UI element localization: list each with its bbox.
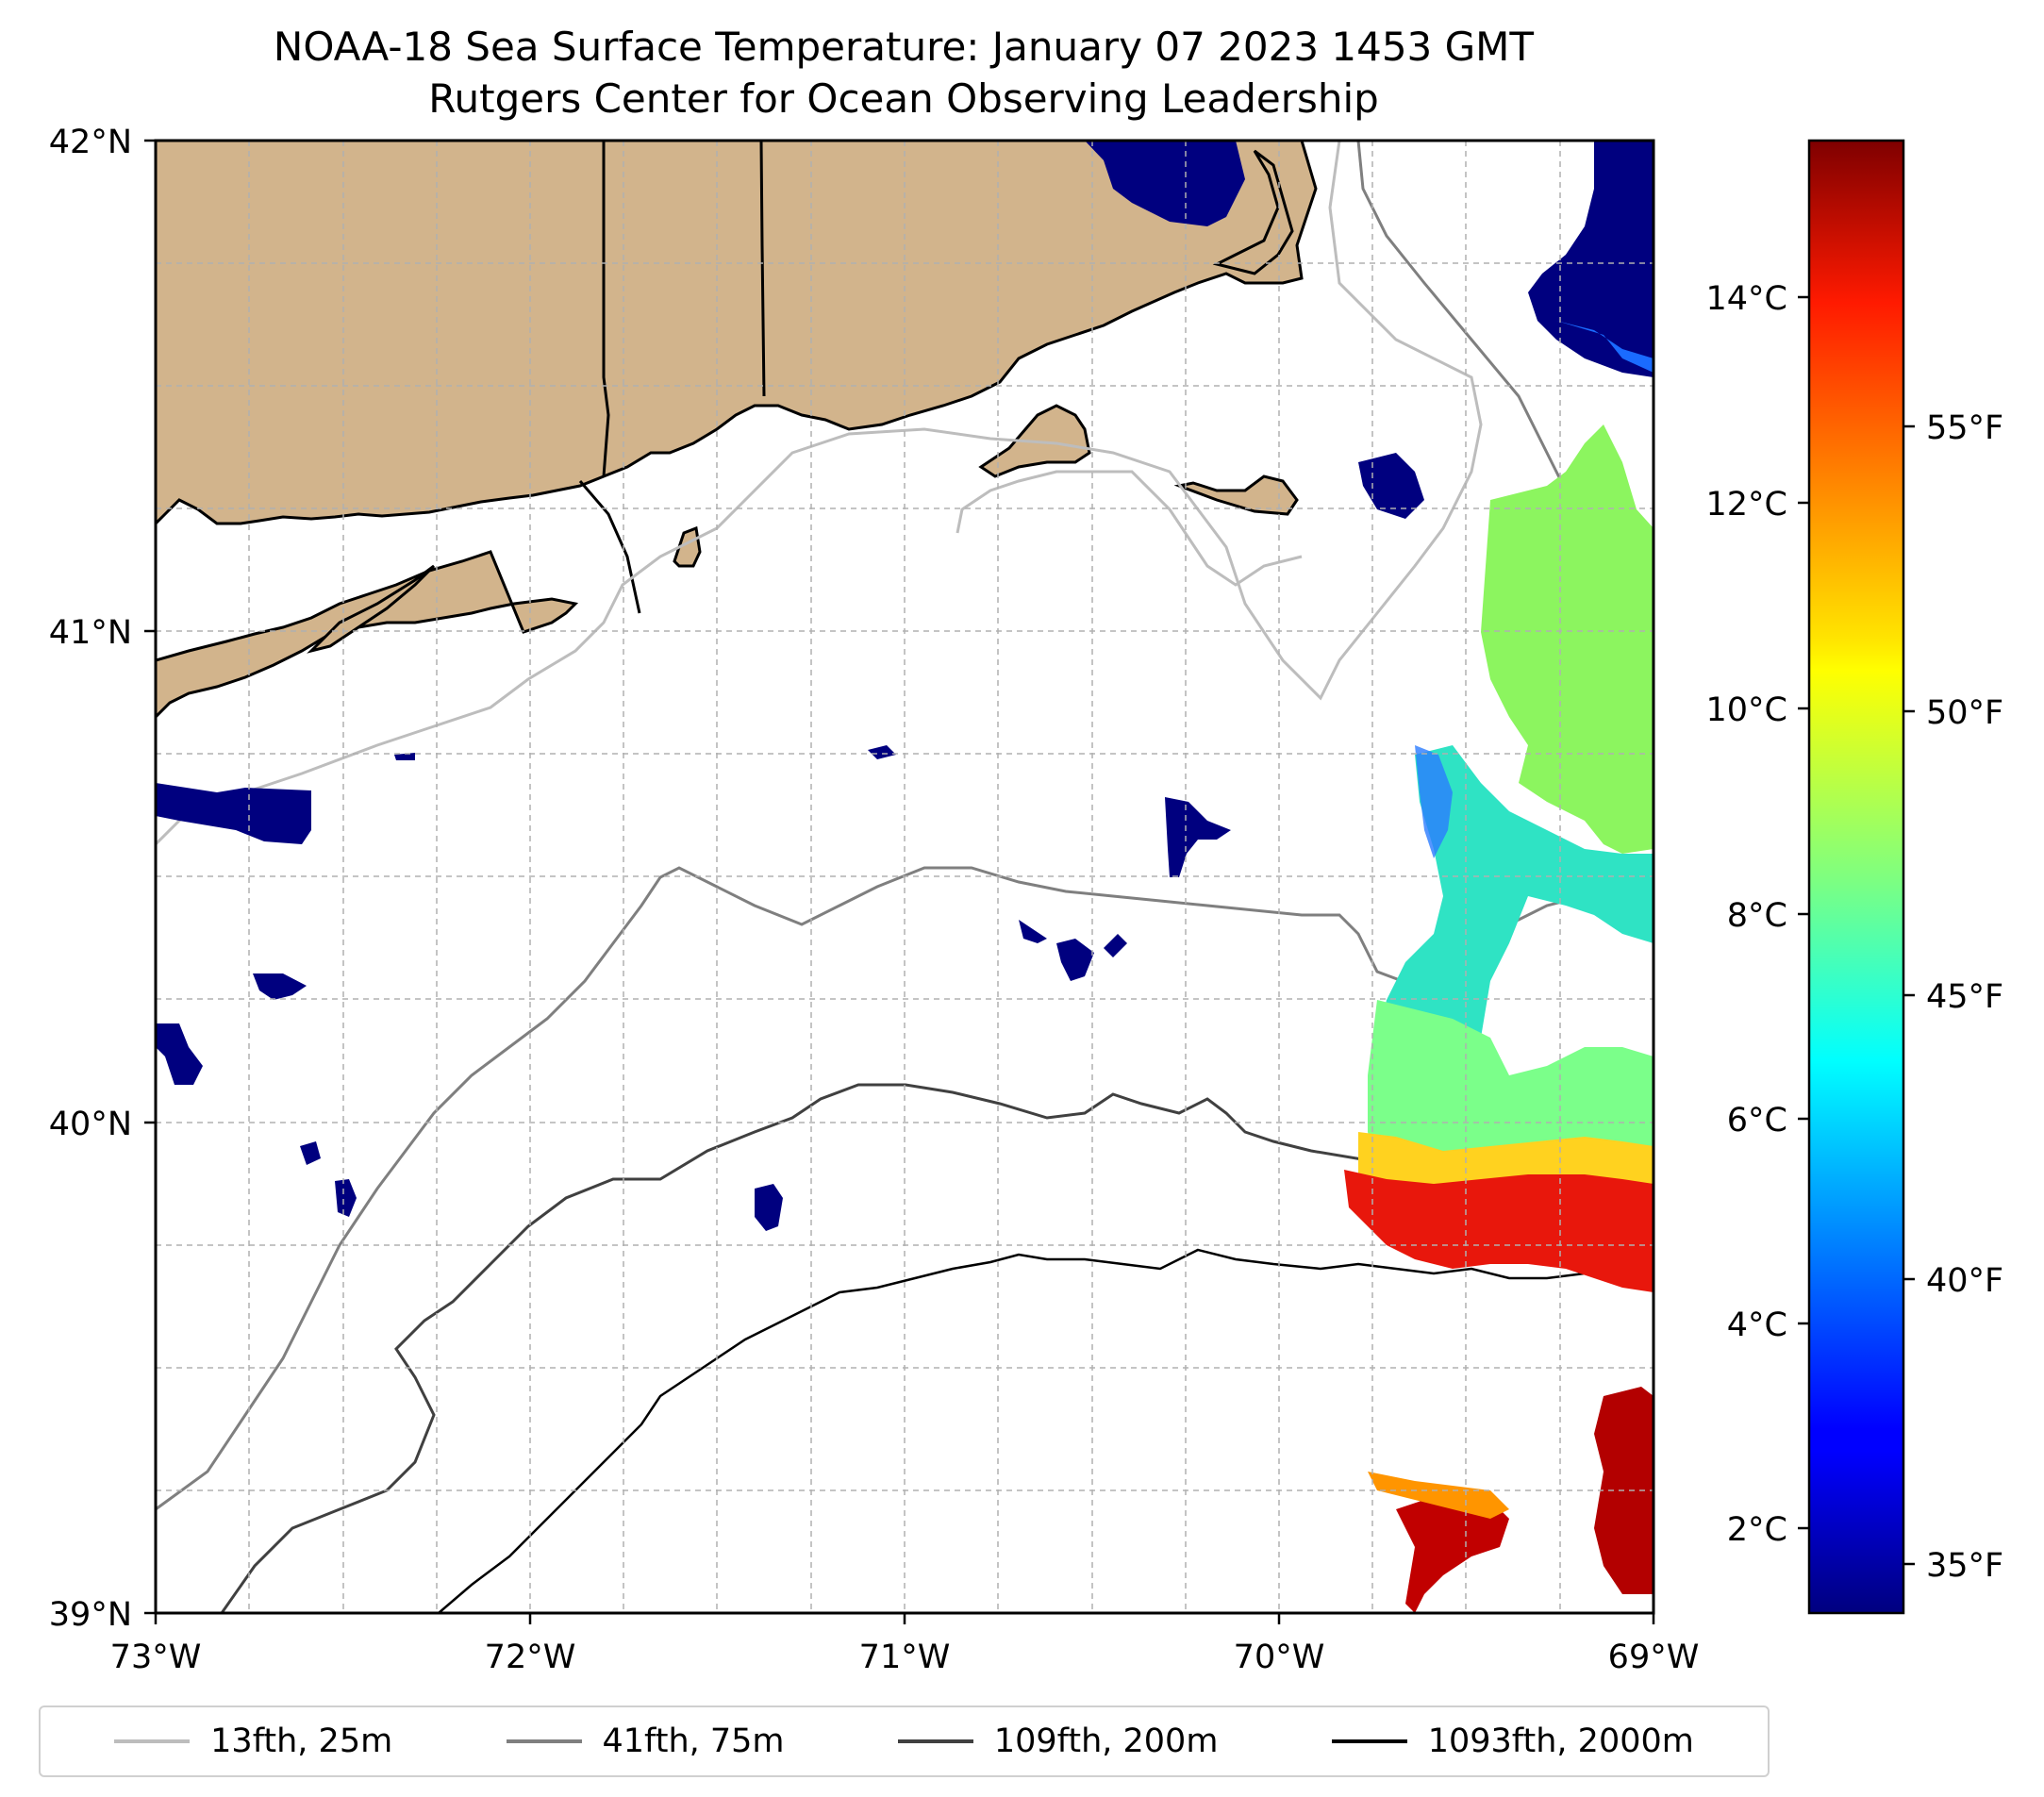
legend-item-200m: 109fth, 200m	[897, 1722, 1219, 1760]
legend-label: 1093fth, 2000m	[1427, 1722, 1694, 1760]
sst-cold-spot	[394, 753, 415, 760]
sst-warm-south	[1396, 1490, 1509, 1613]
colorbar-fahrenheit-label: 35°F	[1926, 1547, 2003, 1585]
isobath-2000m	[438, 1248, 1653, 1613]
colorbar-fahrenheit-label: 40°F	[1926, 1262, 2003, 1300]
sst-mixed-region	[1368, 1000, 1653, 1174]
state-boundary	[602, 141, 610, 477]
y-tick-label: 39°N	[49, 1596, 132, 1634]
colorbar	[1807, 139, 1905, 1615]
land-block-island	[673, 525, 702, 568]
gridlines	[156, 141, 1653, 1613]
x-tick-label: 69°W	[1608, 1639, 1700, 1676]
legend-item-2000m: 1093fth, 2000m	[1331, 1722, 1694, 1760]
isobath-25m-b	[956, 470, 1303, 587]
axis-ticks	[144, 139, 1655, 1624]
colorbar-celsius-ticks	[1798, 295, 1809, 1530]
state-boundary	[759, 141, 766, 397]
colorbar-celsius-label: 12°C	[1706, 486, 1787, 524]
x-tick-label: 70°W	[1234, 1639, 1325, 1676]
sst-cold-patch-mid	[1358, 453, 1424, 519]
title-line2: Rutgers Center for Ocean Observing Leade…	[428, 75, 1379, 122]
sst-blue-streaks	[1415, 745, 1453, 858]
sst-green-region	[1481, 424, 1653, 854]
sst-orange-south	[1368, 1472, 1509, 1519]
colorbar-fahrenheit-ticks	[1903, 424, 1915, 1566]
state-boundary	[578, 480, 641, 614]
land-new-england	[156, 141, 1318, 526]
sst-cold-patch	[1085, 141, 1245, 226]
colorbar-fahrenheit-label: 50°F	[1926, 694, 2003, 732]
title-line1: NOAA-18 Sea Surface Temperature: January…	[274, 24, 1535, 70]
sst-cold-spot	[1019, 920, 1047, 943]
sst-cold-spot	[755, 1184, 783, 1231]
colorbar-fahrenheit-label: 45°F	[1926, 978, 2003, 1016]
colorbar-celsius-label: 6°C	[1727, 1102, 1787, 1140]
sst-cold-spot	[1056, 939, 1094, 981]
y-tick-label: 40°N	[49, 1106, 132, 1143]
colorbar-celsius-label: 4°C	[1727, 1306, 1787, 1344]
sst-warm-region	[1344, 1170, 1653, 1292]
land-cape-cod	[1212, 149, 1294, 275]
x-tick-label: 71°W	[859, 1639, 951, 1676]
land-long-island	[156, 550, 579, 720]
y-tick-label: 42°N	[49, 124, 132, 161]
sst-warm-band-blue	[1556, 321, 1653, 373]
y-tick-label: 41°N	[49, 614, 132, 652]
sst-cold-spot	[1165, 797, 1231, 877]
colorbar-celsius-label: 2°C	[1727, 1511, 1787, 1549]
sst-cold-spot	[253, 973, 307, 1000]
x-tick-label: 73°W	[110, 1639, 202, 1676]
sst-cold-spot	[868, 745, 896, 759]
isobath-25m	[156, 141, 1483, 846]
x-tick-label: 72°W	[485, 1639, 576, 1676]
colorbar-celsius-label: 14°C	[1706, 280, 1787, 318]
legend-swatch	[897, 1739, 973, 1743]
sst-cold-spot	[156, 1023, 203, 1085]
map-area	[156, 141, 1653, 1613]
legend-label: 13fth, 25m	[210, 1722, 393, 1760]
legend-label: 109fth, 200m	[993, 1722, 1219, 1760]
legend-swatch	[114, 1739, 191, 1743]
land-long-island-fork	[307, 564, 436, 654]
legend-item-75m: 41fth, 75m	[506, 1722, 785, 1760]
legend-item-25m: 13fth, 25m	[114, 1722, 392, 1760]
legend-swatch	[506, 1739, 582, 1743]
legend: 13fth, 25m 41fth, 75m 109fth, 200m 1093f…	[39, 1705, 1770, 1777]
colorbar-fahrenheit-label: 55°F	[1926, 409, 2003, 447]
sst-cold-spot	[156, 783, 311, 844]
legend-label: 41fth, 75m	[602, 1722, 785, 1760]
colorbar-celsius-label: 10°C	[1706, 691, 1787, 729]
land-nantucket	[1173, 474, 1299, 516]
sst-cold-spot	[335, 1179, 357, 1217]
legend-swatch	[1331, 1739, 1407, 1743]
colorbar-celsius-label: 8°C	[1727, 897, 1787, 935]
sst-cold-spot	[300, 1141, 321, 1165]
sst-cold-spot	[1104, 934, 1127, 957]
